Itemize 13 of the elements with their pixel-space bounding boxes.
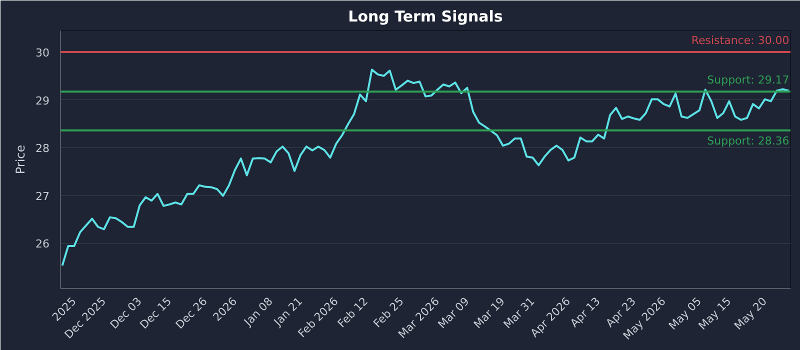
y-tick-label: 27 <box>36 190 50 203</box>
ref-line-label: Support: 28.36 <box>707 134 790 148</box>
chart-title: Long Term Signals <box>348 8 503 26</box>
x-tick-label: Jan 08 <box>241 294 276 330</box>
y-tick-label: 29 <box>36 94 50 108</box>
ref-line-label: Support: 29.17 <box>707 74 790 87</box>
y-axis-title: Price <box>14 144 28 174</box>
x-tick-label: Dec 26 <box>173 294 210 332</box>
y-tick-label: 28 <box>36 142 50 156</box>
y-tick-label: 30 <box>36 46 50 60</box>
y-tick-label: 26 <box>36 238 50 251</box>
line-series <box>61 68 790 267</box>
ref-line-label: Resistance: 30.00 <box>691 34 790 47</box>
